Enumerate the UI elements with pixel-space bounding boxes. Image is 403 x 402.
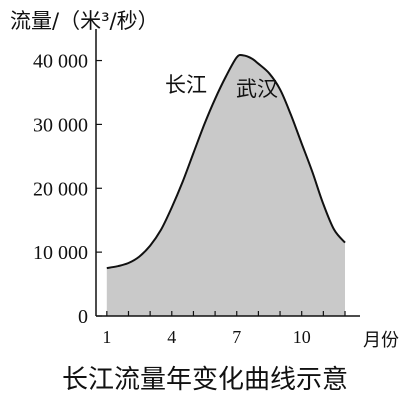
chart-title: 长江流量年变化曲线示意 <box>62 365 348 395</box>
area-layer <box>106 53 346 316</box>
y-tick-label: 0 <box>78 306 88 328</box>
y-tick-label: 30 000 <box>33 114 88 136</box>
y-tick-label: 40 000 <box>33 51 88 73</box>
y-tick-label: 20 000 <box>33 178 88 200</box>
x-tick-label: 10 <box>293 327 311 347</box>
series-line <box>106 53 346 270</box>
x-tick-label: 4 <box>167 327 176 347</box>
axes-layer <box>95 29 360 317</box>
x-tick-label: 1 <box>102 327 111 347</box>
series-area <box>106 54 345 316</box>
y-axis-label: 流量/（米³/秒） <box>10 9 159 33</box>
annotation-station: 武汉 <box>236 77 278 101</box>
x-axis-label: 月份 <box>363 330 399 351</box>
x-tick-label: 7 <box>232 327 241 347</box>
tick-layer: 0 10 000 20 000 30 000 40 000 1 4 7 10 <box>33 51 346 347</box>
annotation-river: 长江 <box>165 73 207 97</box>
y-tick-label: 10 000 <box>33 242 88 264</box>
